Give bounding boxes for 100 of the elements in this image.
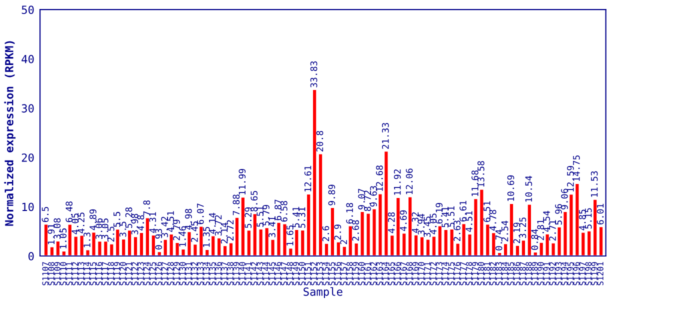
x-tick-label: S1162 <box>370 262 377 286</box>
data-label: 2.6 <box>322 226 330 242</box>
x-tick-label: S1130 <box>180 262 186 286</box>
x-tick-label: S1125 <box>150 262 156 286</box>
x-tick-label: S1169 <box>412 262 418 286</box>
data-label: 11.92 <box>394 169 401 195</box>
data-label: 4.28 <box>388 212 395 234</box>
data-label: 3.08 <box>54 218 61 239</box>
x-tick-label: S1131 <box>185 262 192 286</box>
x-tick-label: S1115 <box>90 262 96 286</box>
data-label: 5.41 <box>292 206 300 228</box>
x-tick-label: S1119 <box>114 262 120 286</box>
data-label: 12.06 <box>406 168 413 194</box>
data-label: 1.05 <box>60 228 67 248</box>
x-tick-label: S1118 <box>108 262 114 286</box>
data-label: 11.53 <box>590 171 598 197</box>
data-label: 2.45 <box>191 222 198 242</box>
x-tick-label: S1171 <box>424 262 430 286</box>
y-tick-label: 20 <box>22 153 34 162</box>
x-tick-label: S1157 <box>340 262 347 286</box>
x-tick-label: S1153 <box>316 262 323 286</box>
x-tick-label: S1145 <box>269 262 276 286</box>
x-tick-label: S1117 <box>102 262 108 286</box>
data-label: 4.78 <box>489 210 496 231</box>
data-label: 4.05 <box>72 214 78 234</box>
data-label: 6.51 <box>483 201 490 222</box>
x-tick-label: S1184 <box>502 262 508 286</box>
data-label: 3.05 <box>101 218 108 239</box>
x-tick-label: S1110 <box>60 262 66 286</box>
data-label: 4.32 <box>412 212 419 233</box>
x-tick-label: S1135 <box>209 262 216 286</box>
x-tick-label: S1111 <box>66 262 72 286</box>
x-tick-label: S1182 <box>490 262 496 286</box>
x-tick-label: S1189 <box>532 262 538 286</box>
x-tick-label: S1136 <box>215 262 222 286</box>
x-tick-label: S1170 <box>418 262 424 286</box>
x-tick-label: S1196 <box>573 262 580 286</box>
data-label: 20.8 <box>316 130 324 152</box>
x-tick-label: S1176 <box>454 262 460 286</box>
data-label: 10.54 <box>525 176 532 202</box>
data-label: 3.72 <box>214 215 222 236</box>
x-tick-label: S1194 <box>562 262 568 286</box>
data-label: 4.25 <box>78 212 84 234</box>
data-label: 4.14 <box>209 212 216 234</box>
data-label: 2.5 <box>107 226 114 242</box>
x-tick-label: S1147 <box>280 262 288 286</box>
data-label: 2.19 <box>513 222 520 244</box>
x-tick-label: S1172 <box>430 262 436 286</box>
x-tick-label: S1114 <box>84 262 90 286</box>
data-label: 4.54 <box>543 210 550 232</box>
data-label: 1.3 <box>84 232 90 248</box>
y-tick-label: 50 <box>22 6 34 14</box>
x-axis-title: Sample <box>304 287 342 298</box>
x-tick-label: S1154 <box>322 262 329 286</box>
data-label: 4.05 <box>430 214 437 234</box>
y-tick-label: 30 <box>22 104 34 113</box>
x-tick-label: S1160 <box>358 262 365 286</box>
x-tick-label: S1108 <box>48 262 54 286</box>
x-tick-label: S1161 <box>364 262 371 286</box>
x-tick-label: S1128 <box>168 262 174 286</box>
data-label: 4.8 <box>137 215 144 231</box>
data-label: 0.84 <box>531 229 538 250</box>
data-label: 3.41 <box>268 216 276 238</box>
data-label: 5.15 <box>585 208 592 229</box>
x-tick-label: S1156 <box>334 262 341 286</box>
x-tick-label: S1132 <box>191 262 198 286</box>
data-label: 3.06 <box>96 218 102 239</box>
x-tick-label: S1186 <box>514 262 520 286</box>
data-label: 6.87 <box>274 200 282 220</box>
x-tick-label: S1122 <box>132 262 138 286</box>
x-tick-label: S1191 <box>544 262 550 286</box>
data-label: 6.18 <box>346 202 354 224</box>
data-label: 6.07 <box>196 204 204 224</box>
y-tick-label: 40 <box>22 54 34 64</box>
y-axis-title: Normalized expression (RPKM) <box>4 41 16 226</box>
data-label: 21.33 <box>382 123 389 149</box>
x-tick-label: S1143 <box>257 262 264 286</box>
x-tick-label: S1168 <box>406 262 412 286</box>
x-tick-label: S1155 <box>328 262 335 286</box>
x-tick-label: S1129 <box>174 262 180 286</box>
data-label: 9.89 <box>328 184 336 206</box>
data-label: 6.19 <box>436 202 443 224</box>
data-label: 4.98 <box>185 208 192 230</box>
x-tick-label: S1107 <box>42 262 48 286</box>
data-label: 4.85 <box>578 210 586 230</box>
data-label: 7.88 <box>232 194 240 216</box>
data-label: 10.69 <box>507 175 514 201</box>
data-label: 9.06 <box>561 188 568 210</box>
x-tick-label: S1190 <box>538 262 544 286</box>
x-tick-label: S1141 <box>245 262 252 286</box>
x-tick-label: S1193 <box>556 262 562 286</box>
x-tick-label: S1173 <box>436 262 442 286</box>
x-tick-label: S1152 <box>310 262 317 286</box>
data-label: 4.31 <box>149 212 156 233</box>
data-label: 6.61 <box>460 200 466 222</box>
x-tick-label: S1139 <box>233 262 240 286</box>
x-tick-label: S1158 <box>346 262 353 286</box>
x-tick-label: S1195 <box>567 262 574 286</box>
x-tick-label: S1188 <box>526 262 532 286</box>
x-tick-label: S1123 <box>138 262 144 286</box>
